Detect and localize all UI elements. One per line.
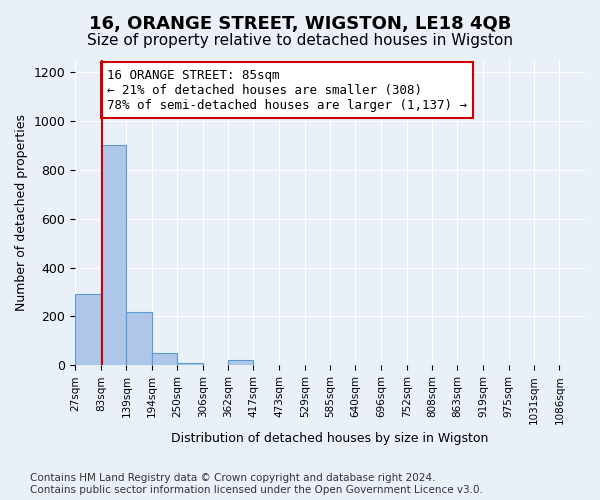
Bar: [152, 353, 177, 366]
Bar: [75, 294, 101, 366]
Text: 16, ORANGE STREET, WIGSTON, LE18 4QB: 16, ORANGE STREET, WIGSTON, LE18 4QB: [89, 15, 511, 33]
Bar: [101, 146, 127, 366]
Text: Contains HM Land Registry data © Crown copyright and database right 2024.
Contai: Contains HM Land Registry data © Crown c…: [30, 474, 483, 495]
Bar: [229, 360, 253, 366]
Text: 16 ORANGE STREET: 85sqm
← 21% of detached houses are smaller (308)
78% of semi-d: 16 ORANGE STREET: 85sqm ← 21% of detache…: [107, 68, 467, 112]
Bar: [127, 312, 152, 366]
Text: Size of property relative to detached houses in Wigston: Size of property relative to detached ho…: [87, 32, 513, 48]
X-axis label: Distribution of detached houses by size in Wigston: Distribution of detached houses by size …: [172, 432, 489, 445]
Y-axis label: Number of detached properties: Number of detached properties: [15, 114, 28, 311]
Bar: [177, 363, 203, 366]
